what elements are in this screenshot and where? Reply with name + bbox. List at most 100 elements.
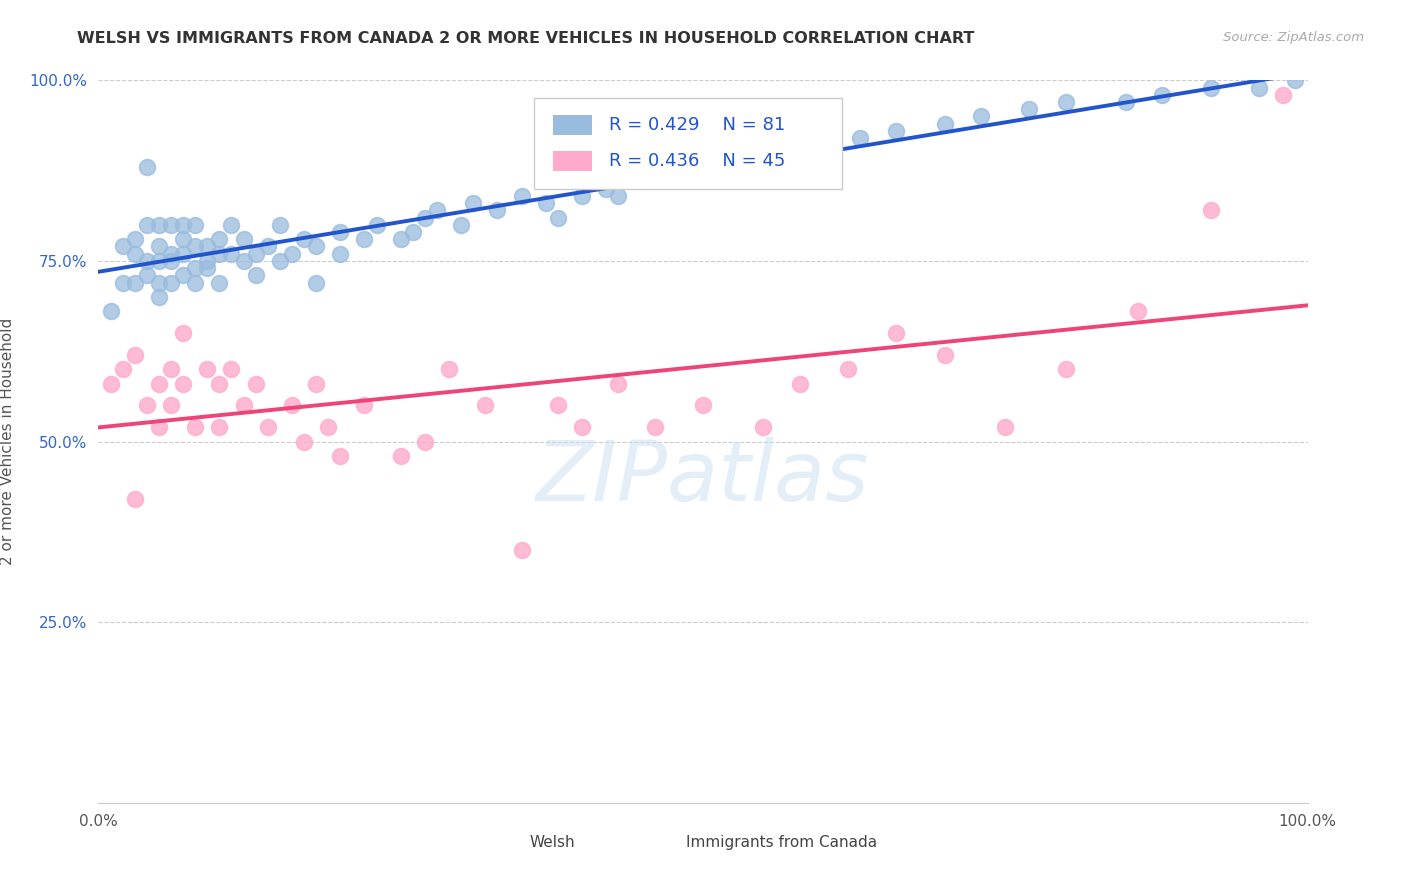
FancyBboxPatch shape [499,830,527,853]
Point [413,434,436,449]
Point [1199,203,1222,218]
Point [135,253,157,268]
Point [148,290,170,304]
Point [124,246,146,260]
Point [510,542,533,557]
Point [256,420,278,434]
Point [100,304,122,318]
Point [172,376,194,391]
Point [195,253,218,268]
Point [221,362,243,376]
Point [571,420,593,434]
Point [245,376,267,391]
Point [463,196,485,211]
Point [100,376,122,391]
Point [994,420,1017,434]
Point [292,232,315,246]
Point [124,348,146,362]
Point [292,434,315,449]
Point [160,362,183,376]
Point [160,253,183,268]
Point [631,174,654,188]
Point [752,153,775,167]
Point [316,420,339,434]
Point [124,492,146,507]
Point [970,110,993,124]
Point [269,218,291,232]
Point [195,261,218,276]
Point [329,449,352,463]
Point [752,420,775,434]
Point [886,326,908,340]
Point [934,117,956,131]
Text: ZIPatlas: ZIPatlas [536,437,870,518]
Point [837,362,859,376]
Text: R = 0.436    N = 45: R = 0.436 N = 45 [609,153,785,170]
Text: Source: ZipAtlas.com: Source: ZipAtlas.com [1223,31,1364,45]
Point [789,376,811,391]
Point [655,167,678,181]
Point [510,189,533,203]
Point [111,362,134,376]
Point [389,449,412,463]
Point [305,239,328,253]
Point [135,218,157,232]
FancyBboxPatch shape [553,115,592,136]
Point [184,276,207,290]
Point [184,261,207,276]
Point [208,420,231,434]
Point [172,232,194,246]
Point [148,253,170,268]
Point [1284,73,1306,87]
Point [1054,362,1077,376]
Point [160,246,183,260]
Point [172,268,194,283]
Point [789,145,811,160]
Point [1199,80,1222,95]
Point [172,326,194,340]
Point [269,253,291,268]
Point [353,232,375,246]
Point [595,182,617,196]
Point [160,398,183,412]
Point [232,398,254,412]
Point [607,189,630,203]
Point [184,218,207,232]
Point [692,167,714,181]
Point [208,276,231,290]
Point [547,398,569,412]
Point [305,276,328,290]
Point [124,276,146,290]
Point [389,232,412,246]
Text: WELSH VS IMMIGRANTS FROM CANADA 2 OR MORE VEHICLES IN HOUSEHOLD CORRELATION CHAR: WELSH VS IMMIGRANTS FROM CANADA 2 OR MOR… [77,31,974,46]
Point [305,376,328,391]
Text: R = 0.429    N = 81: R = 0.429 N = 81 [609,116,785,134]
FancyBboxPatch shape [668,830,697,853]
Point [281,398,304,412]
Point [716,160,738,174]
Text: Welsh: Welsh [529,835,575,850]
Point [135,160,157,174]
Point [245,246,267,260]
Point [571,189,593,203]
Point [692,398,714,412]
Point [148,420,170,434]
Point [232,232,254,246]
Point [195,239,218,253]
Point [1054,95,1077,109]
Point [184,239,207,253]
Point [413,211,436,225]
Point [607,376,630,391]
Point [195,362,218,376]
Y-axis label: 2 or more Vehicles in Household: 2 or more Vehicles in Household [0,318,15,566]
Point [426,203,449,218]
Text: Immigrants from Canada: Immigrants from Canada [686,835,877,850]
Point [1115,95,1137,109]
Point [402,225,425,239]
Point [124,232,146,246]
Point [160,276,183,290]
Point [256,239,278,253]
Point [172,246,194,260]
Point [474,398,496,412]
FancyBboxPatch shape [553,151,592,171]
